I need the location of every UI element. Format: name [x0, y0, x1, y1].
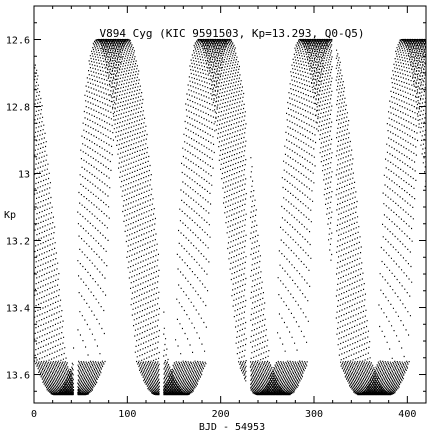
photometry-points [34, 38, 426, 396]
plot-frame [33, 5, 427, 404]
x-tick-label: 400 [398, 409, 416, 420]
y-tick-label: 13.2 [6, 237, 30, 248]
x-tick-label: 0 [31, 409, 37, 420]
x-tick-label: 100 [118, 409, 136, 420]
x-tick-label: 200 [212, 409, 230, 420]
y-tick-label: 13.6 [6, 371, 30, 382]
y-axis-title: Kp [4, 210, 16, 221]
y-tick-label: 12.6 [6, 36, 30, 47]
x-axis-title: BJD - 54953 [199, 422, 265, 433]
y-tick-label: 13 [18, 170, 30, 181]
data-points-layer [34, 38, 426, 396]
chart-title: V894 Cyg (KIC 9591503, Kp=13.293, Q0-Q5) [100, 27, 365, 40]
x-tick-label: 300 [305, 409, 323, 420]
axis-ticks-layer: 0 100 200 300 400 12.6 12.8 13 13.2 13.4 13.6 [6, 6, 426, 420]
y-tick-label: 12.8 [6, 103, 30, 114]
y-tick-label: 13.4 [6, 304, 30, 315]
